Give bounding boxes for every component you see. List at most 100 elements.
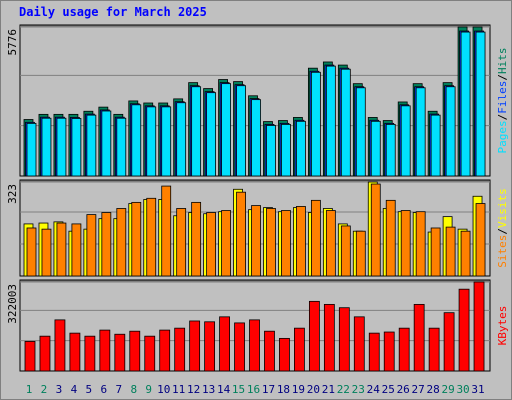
bar [445, 86, 456, 177]
bar [71, 118, 82, 177]
bar [221, 83, 231, 177]
bar [56, 117, 67, 177]
legend-entry: KBytes [496, 306, 509, 346]
legend-entry: Hits [496, 48, 509, 75]
x-tick-label: 30 [456, 383, 469, 396]
legend-separator: / [496, 114, 509, 121]
legend: Sites/Visits [496, 188, 509, 268]
bar [86, 114, 97, 177]
legend-entry: Pages [496, 120, 509, 153]
x-tick-label: 2 [41, 383, 48, 396]
bar [383, 331, 395, 372]
x-tick-label: 12 [187, 383, 200, 396]
bar [101, 110, 112, 177]
bar [413, 303, 425, 372]
bar [353, 316, 365, 372]
x-tick-label: 10 [157, 383, 170, 396]
bar [340, 68, 351, 177]
bar [430, 114, 441, 177]
legend: KBytes [496, 306, 509, 346]
x-tick-label: 6 [101, 383, 108, 396]
bar [475, 203, 486, 277]
bar [116, 208, 127, 277]
bar [144, 335, 156, 372]
bar [191, 86, 202, 177]
y-tick-label: 5776 [6, 29, 19, 56]
bar [443, 312, 455, 372]
x-tick-label: 7 [115, 383, 122, 396]
bar [370, 120, 381, 177]
x-tick-label: 31 [471, 383, 484, 396]
x-tick-label: 5 [86, 383, 93, 396]
bar [24, 341, 36, 372]
bar [400, 210, 411, 277]
x-tick-label: 19 [292, 383, 305, 396]
bar [340, 225, 351, 277]
legend-entry: Sites [496, 235, 509, 268]
x-tick-label: 28 [427, 383, 440, 396]
bar [131, 104, 142, 177]
bar [368, 332, 380, 372]
x-tick-label: 13 [202, 383, 215, 396]
bar [114, 333, 126, 372]
legend-separator: / [496, 228, 509, 235]
bar [338, 307, 350, 372]
bar [236, 191, 246, 277]
y-tick-label: 323 [6, 184, 19, 204]
x-tick-label: 11 [172, 383, 185, 396]
bar [174, 327, 186, 372]
bar [281, 124, 291, 177]
bar [296, 206, 306, 277]
bar [460, 31, 471, 177]
bar [189, 320, 201, 372]
bar [279, 337, 290, 372]
bar [41, 228, 52, 277]
bar [71, 223, 82, 277]
bar [206, 212, 217, 277]
bar [39, 335, 51, 372]
bar [129, 330, 141, 372]
bar [161, 106, 172, 177]
bar [159, 329, 171, 372]
bar [69, 332, 81, 372]
bar [325, 210, 336, 277]
bar [146, 197, 157, 277]
bar [176, 208, 187, 277]
bar [310, 71, 321, 177]
bar [264, 330, 275, 372]
bar [398, 327, 410, 372]
bar [458, 288, 470, 372]
bar [400, 105, 411, 177]
bar [281, 210, 291, 277]
y-tick-label: 322003 [6, 284, 19, 324]
bar [206, 92, 217, 177]
x-tick-label: 26 [397, 383, 410, 396]
bar [445, 226, 456, 277]
legend: Pages/Files/Hits [496, 48, 509, 154]
bar [26, 122, 37, 177]
legend-entry: Visits [496, 188, 509, 228]
bar [251, 99, 261, 177]
bar [460, 230, 471, 277]
bar [236, 85, 246, 177]
x-tick-label: 23 [352, 383, 365, 396]
bar [475, 31, 486, 177]
bar [266, 208, 276, 277]
bar [41, 117, 52, 177]
bar [355, 230, 366, 277]
bar [204, 321, 216, 372]
x-tick-label: 16 [247, 383, 260, 396]
bar [310, 199, 321, 277]
bar [294, 327, 305, 372]
x-tick-label: 20 [307, 383, 320, 396]
bar [86, 214, 97, 277]
x-tick-label: 9 [145, 383, 152, 396]
bar [116, 117, 127, 177]
bar [99, 329, 111, 372]
bar [131, 201, 142, 277]
bar [219, 316, 230, 372]
chart-title: Daily usage for March 2025 [19, 5, 207, 19]
bar [308, 300, 320, 372]
bar [84, 335, 96, 372]
bar [161, 185, 172, 277]
